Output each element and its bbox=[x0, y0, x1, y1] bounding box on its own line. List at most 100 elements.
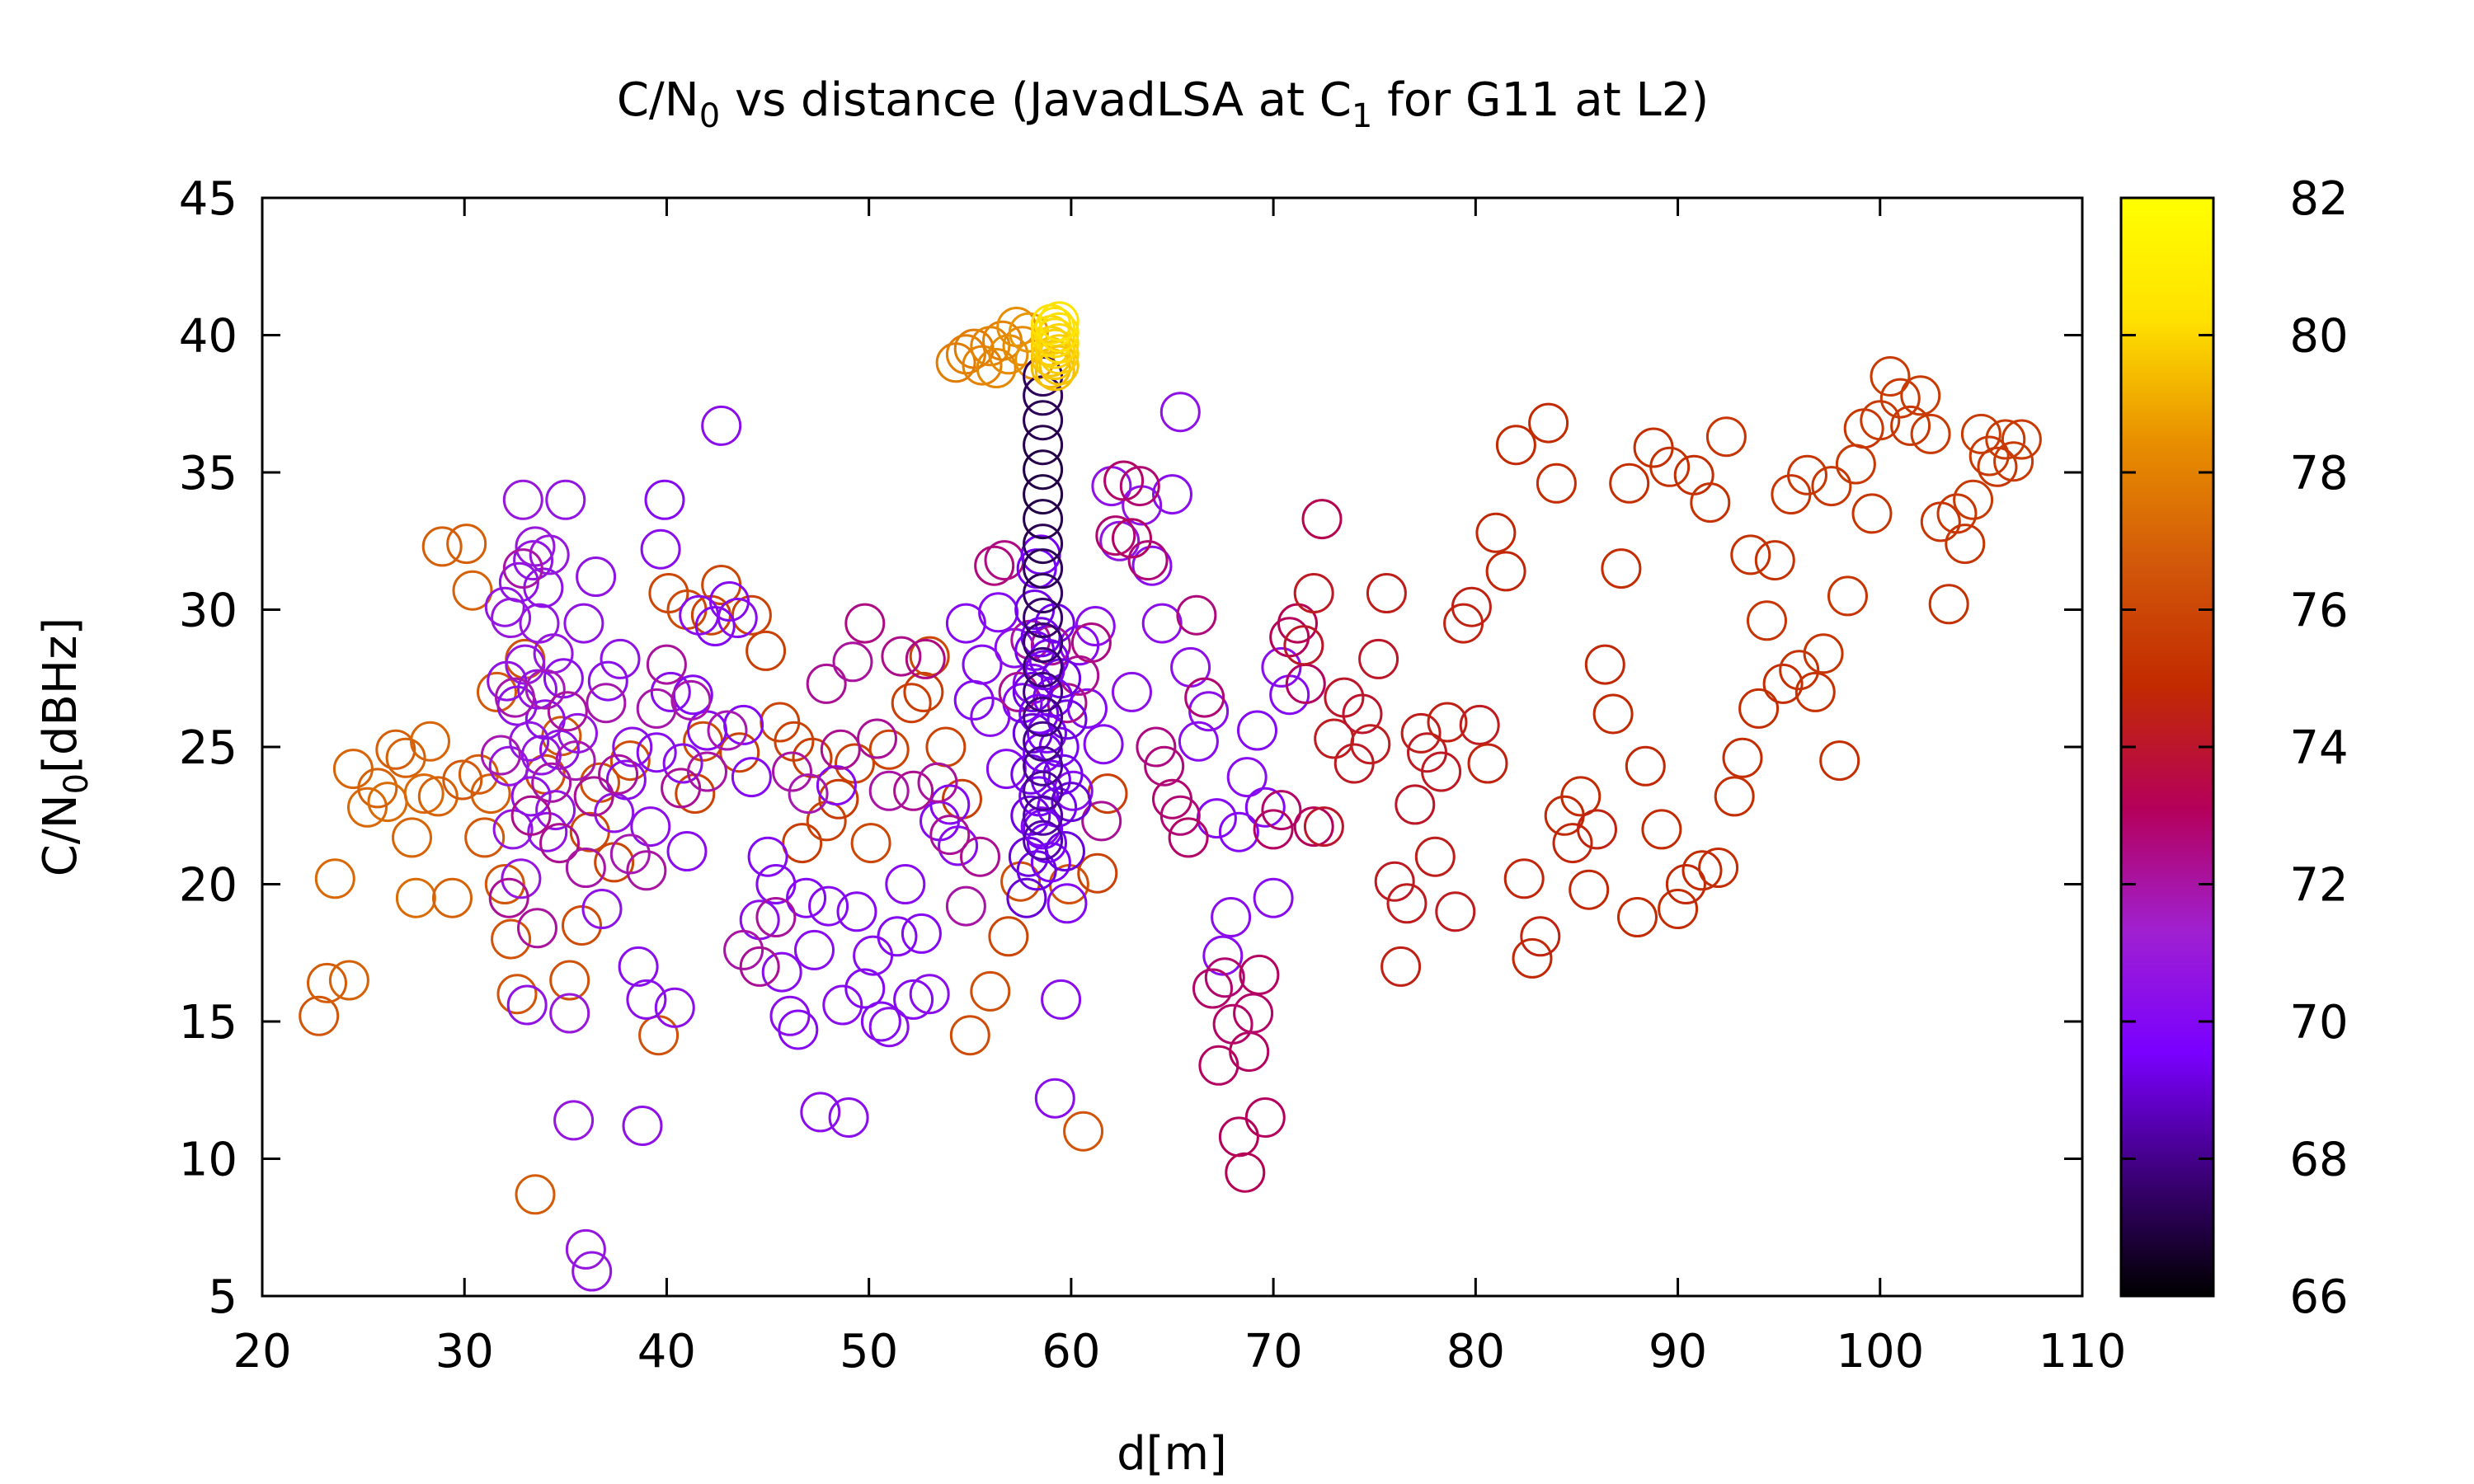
data-point bbox=[523, 567, 564, 608]
data-point bbox=[347, 787, 388, 828]
data-point bbox=[1625, 745, 1666, 787]
data-point bbox=[1977, 446, 2018, 487]
data-point bbox=[403, 773, 444, 815]
data-point bbox=[1211, 897, 1252, 937]
x-tick-label: 70 bbox=[1244, 1325, 1302, 1378]
data-point bbox=[1038, 323, 1079, 364]
data-point bbox=[723, 704, 764, 745]
data-point bbox=[1023, 449, 1064, 491]
data-point bbox=[717, 598, 758, 638]
data-point bbox=[1023, 499, 1064, 540]
data-point bbox=[1038, 301, 1079, 342]
data-point bbox=[626, 979, 667, 1020]
y-tick-label: 15 bbox=[179, 996, 238, 1050]
data-point bbox=[1366, 573, 1407, 613]
data-point bbox=[1747, 600, 1787, 641]
colorbar-tick-label: 72 bbox=[2289, 859, 2348, 913]
data-point bbox=[332, 749, 374, 790]
data-point bbox=[816, 765, 857, 806]
data-point bbox=[792, 737, 833, 778]
data-point bbox=[581, 889, 623, 929]
data-point bbox=[1520, 916, 1561, 957]
data-point bbox=[1870, 356, 1911, 397]
data-point bbox=[844, 603, 886, 644]
data-point bbox=[622, 1106, 663, 1146]
data-point bbox=[794, 929, 835, 970]
data-point bbox=[1218, 1116, 1259, 1158]
colorbar-tick-label: 68 bbox=[2289, 1134, 2348, 1187]
data-point bbox=[960, 836, 1000, 877]
data-point bbox=[1218, 811, 1259, 852]
data-point bbox=[917, 762, 958, 803]
data-point bbox=[498, 561, 539, 603]
data-point bbox=[644, 479, 685, 520]
data-point bbox=[1342, 693, 1383, 735]
data-point bbox=[1277, 603, 1318, 644]
data-point bbox=[1226, 757, 1268, 798]
data-point bbox=[446, 524, 487, 565]
data-point bbox=[565, 848, 606, 888]
data-point bbox=[1374, 861, 1415, 902]
data-point bbox=[1787, 454, 1827, 495]
data-point bbox=[953, 679, 995, 721]
data-point bbox=[929, 784, 971, 825]
data-point bbox=[1794, 671, 1836, 712]
data-point bbox=[1119, 466, 1160, 507]
data-point bbox=[1485, 551, 1526, 592]
data-point bbox=[1879, 378, 1921, 419]
data-point bbox=[806, 801, 847, 842]
data-point bbox=[1212, 1003, 1253, 1045]
data-point bbox=[1075, 606, 1116, 646]
data-point bbox=[1560, 776, 1602, 817]
data-point bbox=[808, 885, 849, 927]
data-point bbox=[1451, 586, 1492, 627]
data-point bbox=[731, 757, 772, 798]
data-point bbox=[1204, 957, 1245, 998]
data-point bbox=[1928, 584, 1969, 625]
data-point bbox=[1293, 806, 1334, 848]
data-point bbox=[860, 1001, 901, 1042]
data-point bbox=[822, 984, 863, 1026]
data-point bbox=[1023, 745, 1064, 787]
data-point bbox=[782, 823, 823, 864]
data-point bbox=[562, 905, 602, 946]
y-axis-label-sub: 0 bbox=[58, 773, 96, 794]
data-point bbox=[464, 817, 506, 858]
x-tick-label: 80 bbox=[1446, 1325, 1505, 1378]
data-point bbox=[868, 729, 910, 770]
data-point bbox=[832, 641, 873, 683]
data-point bbox=[1386, 883, 1427, 924]
data-point bbox=[901, 913, 942, 954]
data-point bbox=[1023, 770, 1064, 811]
data-point bbox=[519, 603, 560, 644]
y-axis-label-end: [dBHz] bbox=[34, 618, 87, 773]
data-point bbox=[491, 918, 532, 960]
data-point bbox=[452, 570, 493, 611]
data-point bbox=[1034, 317, 1075, 359]
data-point bbox=[1283, 625, 1324, 666]
colorbar-tick-label: 70 bbox=[2289, 996, 2348, 1050]
data-point bbox=[1835, 444, 1876, 485]
data-point bbox=[1459, 704, 1500, 745]
data-point bbox=[1144, 745, 1185, 787]
data-point bbox=[694, 606, 736, 646]
y-tick-label: 5 bbox=[208, 1270, 238, 1324]
data-point bbox=[976, 348, 1017, 388]
data-point bbox=[998, 671, 1039, 712]
data-point bbox=[723, 929, 764, 970]
data-point bbox=[1136, 726, 1177, 768]
data-point bbox=[1705, 416, 1747, 458]
data-point bbox=[605, 759, 647, 801]
data-point bbox=[1427, 702, 1468, 743]
data-point bbox=[1202, 935, 1244, 976]
data-point bbox=[1665, 864, 1706, 904]
data-point bbox=[1099, 520, 1141, 561]
data-point bbox=[1681, 850, 1723, 891]
y-axis: 5 10 15 20 25 30 35 40 45 bbox=[179, 172, 2082, 1324]
data-point bbox=[484, 864, 525, 904]
data-point bbox=[949, 1015, 990, 1056]
data-point bbox=[1910, 413, 1951, 454]
data-point bbox=[1467, 743, 1508, 784]
data-point bbox=[818, 778, 859, 819]
